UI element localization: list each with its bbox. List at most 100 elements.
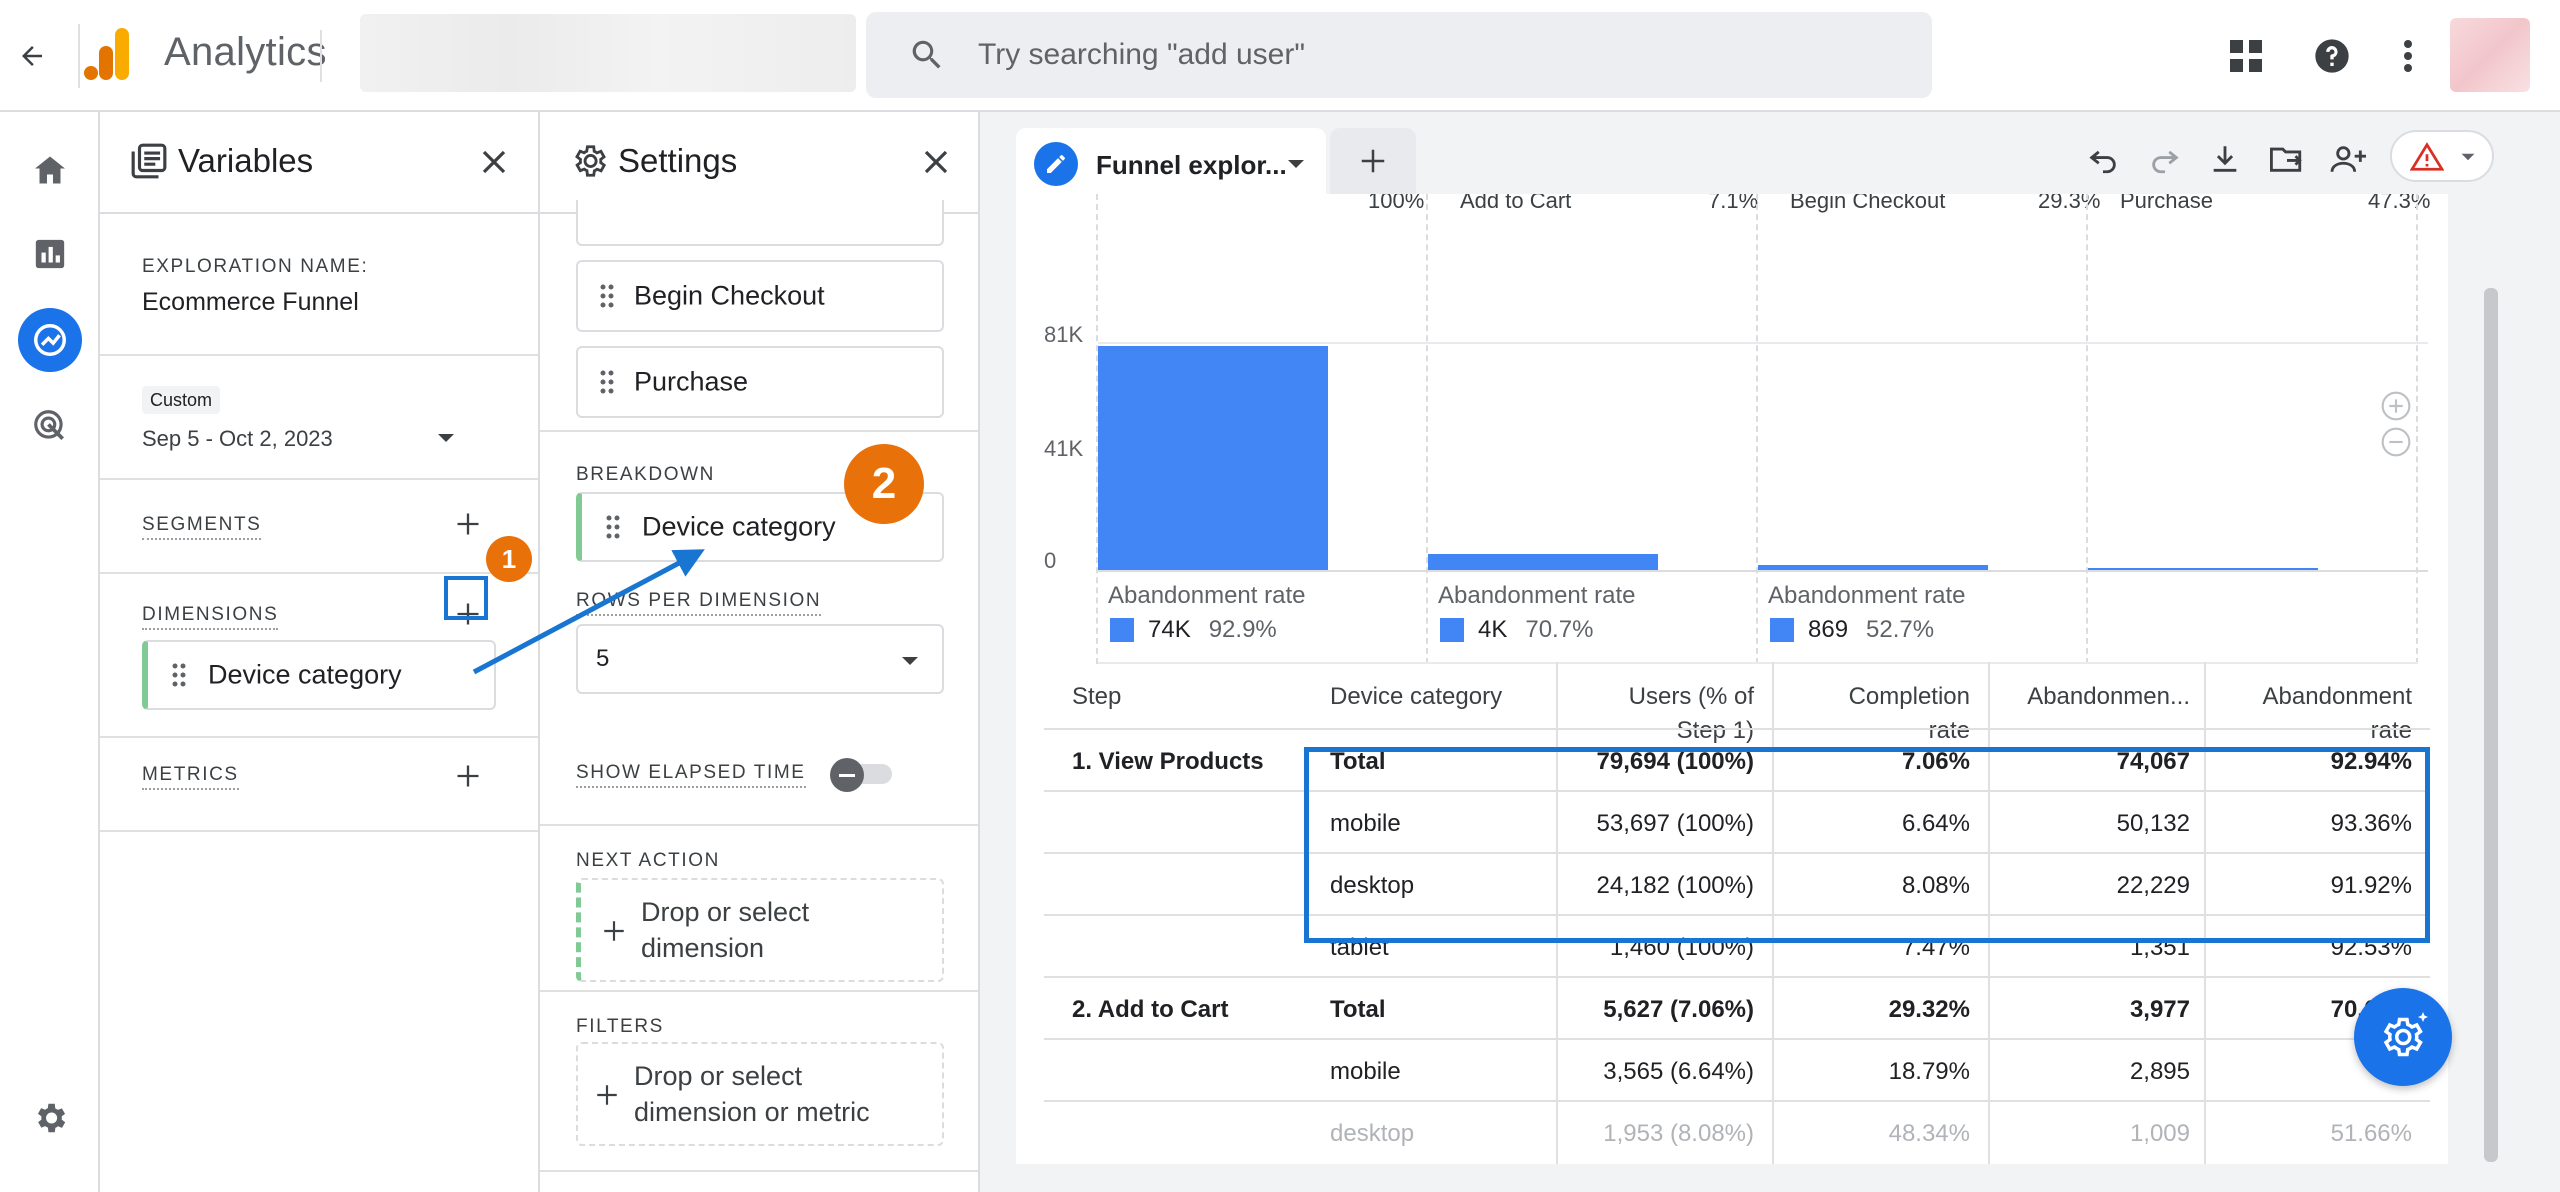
move-to-folder-icon[interactable]: [2262, 134, 2312, 184]
redo-icon[interactable]: [2140, 134, 2190, 184]
add-tab-button[interactable]: [1330, 128, 1416, 194]
analytics-logo-icon[interactable]: [84, 28, 130, 80]
table-cell-completion: 7.06%: [1901, 748, 1970, 775]
legend-swatch: [1440, 618, 1464, 642]
table-cell-users: 5,627 (7.06%): [1603, 996, 1754, 1023]
date-range-section[interactable]: Custom Sep 5 - Oct 2, 2023: [100, 356, 538, 480]
chart-header-text: 7.1%: [1708, 194, 1759, 213]
exploration-name-label: EXPLORATION NAME:: [142, 256, 369, 277]
edit-pencil-icon[interactable]: [1034, 142, 1078, 186]
add-metric-button[interactable]: [446, 754, 490, 798]
chevron-down-icon: [2460, 152, 2476, 162]
share-users-icon[interactable]: [2324, 134, 2374, 184]
step-chip-partial[interactable]: [576, 200, 944, 246]
table-cell-step: 1. View Products: [1072, 748, 1264, 775]
variables-panel: Variables EXPLORATION NAME: Ecommerce Fu…: [100, 112, 540, 1192]
back-arrow-icon[interactable]: [8, 32, 56, 80]
next-action-dropzone[interactable]: Drop or select dimension: [576, 878, 944, 982]
close-settings-icon[interactable]: [912, 138, 960, 186]
exploration-name-input[interactable]: Ecommerce Funnel: [142, 288, 359, 316]
funnel-bar[interactable]: [1098, 345, 1328, 570]
filters-label: FILTERS: [576, 1016, 664, 1037]
step-chip-begin-checkout[interactable]: Begin Checkout: [576, 260, 944, 332]
zoom-out-icon[interactable]: [2380, 426, 2412, 458]
account-selector[interactable]: [360, 14, 856, 92]
dimension-chip-device-category[interactable]: Device category: [142, 640, 496, 710]
funnel-bar[interactable]: [1758, 565, 1988, 570]
avatar[interactable]: [2450, 18, 2530, 92]
chart-header-text: Begin Checkout: [1790, 194, 1946, 213]
variables-header: Variables: [100, 112, 538, 214]
table-cell-abandonments: 74,067: [2116, 748, 2190, 775]
step-chip-purchase[interactable]: Purchase: [576, 346, 944, 418]
table-cell-device: mobile: [1330, 810, 1401, 837]
home-icon[interactable]: [18, 138, 82, 202]
step-label: Begin Checkout: [634, 280, 825, 311]
download-icon[interactable]: [2200, 134, 2250, 184]
table-cell-device: Total: [1330, 996, 1386, 1023]
show-elapsed-time-toggle[interactable]: [830, 758, 896, 792]
chart-header-text: Purchase: [2120, 194, 2213, 213]
y-tick-label: 81K: [1044, 322, 1084, 347]
column-header-completion[interactable]: Completion rate: [1848, 683, 1970, 744]
step-label: Purchase: [634, 366, 749, 397]
settings-panel: Settings Begin Checkout Purchase BREAKDO…: [540, 112, 980, 1192]
admin-gear-icon[interactable]: [18, 1086, 82, 1150]
y-tick-label: 41K: [1044, 436, 1084, 461]
settings-header: Settings: [540, 112, 978, 214]
search-input[interactable]: [978, 12, 1878, 98]
table-cell-completion: 18.79%: [1888, 1058, 1970, 1085]
segments-section: SEGMENTS: [100, 480, 538, 574]
chart-bottom-line: [1098, 662, 2418, 664]
funnel-bar[interactable]: [1428, 554, 1658, 570]
drag-handle-icon[interactable]: [606, 515, 620, 539]
more-vert-icon[interactable]: [2380, 28, 2436, 84]
advertising-icon[interactable]: [18, 394, 82, 458]
funnel-canvas: 100% Add to Cart 7.1% Begin Checkout 29.…: [1016, 194, 2448, 1164]
column-header-abandonments[interactable]: Abandonmen...: [2027, 683, 2190, 710]
column-header-abandonment-rate[interactable]: Abandonment rate: [2262, 683, 2412, 744]
rows-per-dimension-select[interactable]: 5: [576, 624, 944, 694]
step-divider: [1426, 194, 1428, 664]
insights-fab-button[interactable]: [2354, 988, 2452, 1086]
column-header-step[interactable]: Step: [1072, 683, 1122, 710]
row-divider: [1044, 852, 2430, 854]
divider: [78, 24, 80, 88]
scrollbar-thumb[interactable]: [2484, 288, 2498, 1162]
metrics-section: METRICS: [100, 738, 538, 832]
step-divider: [1096, 194, 1098, 664]
breakdown-chip-label: Device category: [642, 511, 836, 542]
search-bar[interactable]: [866, 12, 1932, 98]
search-icon: [908, 36, 946, 74]
table-cell-abandonment-rate: 92.94%: [2330, 748, 2412, 775]
abandonment-label: Abandonment rate: [1768, 582, 1966, 609]
abandonment-value: 4K 70.7%: [1440, 616, 1593, 644]
variables-title: Variables: [178, 142, 314, 179]
dimensions-label: DIMENSIONS: [142, 604, 279, 630]
column-header-device[interactable]: Device category: [1330, 683, 1503, 710]
tab-funnel-exploration[interactable]: Funnel explor...: [1016, 128, 1326, 202]
add-segment-button[interactable]: [446, 502, 490, 546]
drag-handle-icon[interactable]: [600, 284, 614, 308]
table-cell-users: 79,694 (100%): [1596, 748, 1754, 775]
drag-handle-icon[interactable]: [172, 663, 186, 687]
apps-grid-icon[interactable]: [2218, 28, 2274, 84]
date-dropdown-icon[interactable]: [436, 432, 456, 444]
drag-handle-icon[interactable]: [600, 370, 614, 394]
reports-icon[interactable]: [18, 222, 82, 286]
help-icon[interactable]: [2304, 28, 2360, 84]
funnel-bar[interactable]: [2088, 567, 2318, 570]
table-cell-completion: 6.64%: [1901, 810, 1970, 837]
explore-icon[interactable]: [18, 308, 82, 372]
close-variables-icon[interactable]: [470, 138, 518, 186]
undo-icon[interactable]: [2078, 134, 2128, 184]
chart-baseline: [1098, 570, 2428, 572]
filters-dropzone[interactable]: Drop or select dimension or metric: [576, 1042, 944, 1146]
chevron-down-icon[interactable]: [1286, 158, 1306, 170]
insights-gear-icon: [2383, 1012, 2428, 1057]
row-divider: [1044, 728, 2430, 730]
warning-menu-button[interactable]: [2390, 130, 2494, 182]
abandonment-label: Abandonment rate: [1438, 582, 1636, 609]
zoom-in-icon[interactable]: [2380, 390, 2412, 422]
column-header-users[interactable]: Users (% of Step 1): [1628, 683, 1754, 744]
